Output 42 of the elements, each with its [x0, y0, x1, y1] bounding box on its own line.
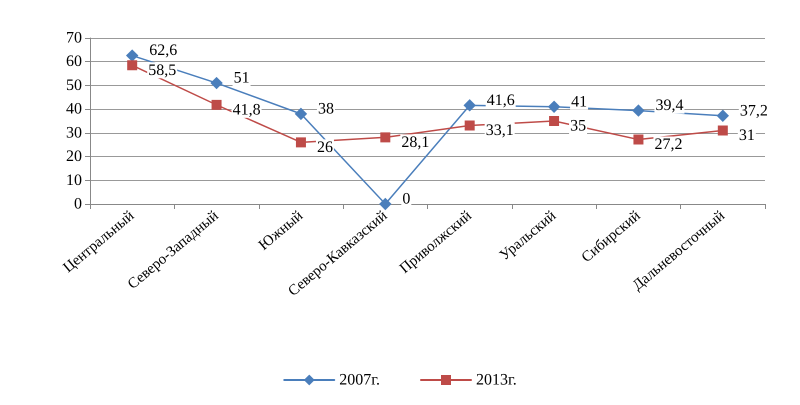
point — [464, 99, 476, 112]
data-label: 37,2 — [740, 102, 768, 120]
data-label: 58,5 — [148, 62, 176, 79]
y-tick-label: 60 — [66, 53, 82, 70]
point — [464, 120, 475, 131]
point — [379, 198, 392, 210]
data-label: 41,6 — [486, 92, 515, 109]
point — [632, 104, 644, 117]
data-label: 41 — [571, 93, 588, 110]
data-label: 31 — [738, 126, 755, 144]
y-tick-label: 0 — [74, 196, 82, 212]
data-label: 51 — [234, 70, 250, 87]
y-tick-label: 50 — [66, 76, 82, 94]
point — [548, 100, 560, 113]
y-tick-label: 20 — [66, 148, 82, 166]
data-label: 41,8 — [232, 101, 261, 118]
data-label: 33,1 — [486, 122, 514, 140]
data-label: 0 — [402, 190, 410, 208]
data-label: 27,2 — [654, 136, 682, 153]
point — [294, 108, 307, 120]
legend-label: 2007г. — [339, 372, 380, 388]
y-tick-label: 40 — [66, 100, 82, 118]
data-label: 39,4 — [655, 97, 684, 114]
point — [296, 137, 306, 148]
point — [212, 100, 222, 110]
y-tick-label: 10 — [66, 172, 82, 189]
data-label: 28,1 — [401, 134, 430, 151]
y-tick-label: 30 — [66, 124, 82, 142]
legend-label: 2013г. — [476, 372, 517, 388]
point — [633, 134, 644, 144]
data-label: 38 — [318, 100, 334, 118]
data-label: 26 — [316, 138, 333, 156]
point — [210, 77, 223, 90]
y-tick-label: 70 — [66, 30, 82, 46]
data-label: 62,6 — [149, 42, 178, 60]
point — [380, 132, 390, 142]
point — [127, 60, 138, 70]
point — [718, 125, 728, 136]
point — [126, 50, 138, 62]
data-label: 35 — [570, 118, 586, 134]
point — [716, 110, 729, 122]
point — [549, 116, 560, 126]
